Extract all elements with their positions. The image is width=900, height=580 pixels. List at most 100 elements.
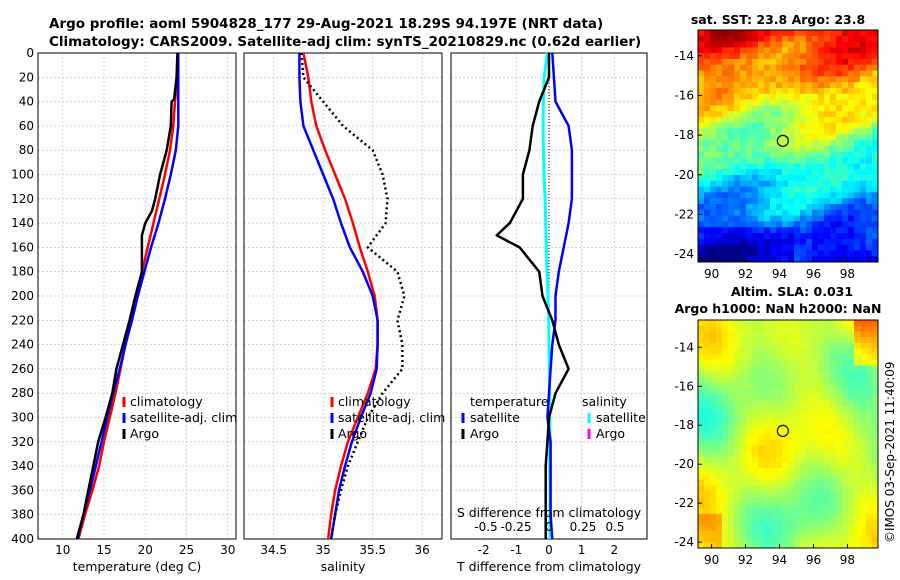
map-cell	[806, 479, 813, 486]
map-cell	[830, 175, 837, 182]
map-cell	[824, 456, 831, 463]
map-cell	[794, 359, 801, 366]
map-cell	[794, 111, 801, 118]
map-cell	[698, 491, 705, 498]
map-cell	[782, 536, 789, 543]
map-cell	[854, 204, 861, 211]
map-cell	[710, 88, 717, 95]
map-cell	[860, 536, 867, 543]
map-cell	[704, 530, 711, 537]
map-cell	[794, 428, 801, 435]
map-cell	[782, 530, 789, 537]
map-cell	[782, 473, 789, 480]
map-cell	[740, 169, 747, 176]
map-cell	[698, 411, 705, 418]
map-cell	[854, 250, 861, 257]
map-cell	[812, 337, 819, 344]
map-cell	[716, 198, 723, 205]
map-cell	[836, 331, 843, 338]
map-cell	[776, 227, 783, 234]
map-cell	[740, 428, 747, 435]
map-cell	[740, 221, 747, 228]
map-cell	[860, 59, 867, 66]
map-cell	[704, 445, 711, 452]
map-cell	[806, 411, 813, 418]
map-cell	[734, 146, 741, 153]
map-cell	[872, 105, 879, 112]
map-cell	[860, 525, 867, 532]
map-cell	[872, 76, 879, 83]
y-tick-label: 300	[11, 411, 34, 425]
map-cell	[812, 186, 819, 193]
map-cell	[752, 256, 759, 263]
map-cell	[788, 354, 795, 361]
map-cell	[842, 163, 849, 170]
map-cell	[764, 325, 771, 332]
map-cell	[806, 47, 813, 54]
map-cell	[830, 140, 837, 147]
map-cell	[854, 186, 861, 193]
map-cell	[860, 434, 867, 441]
map-cell	[818, 428, 825, 435]
map-cell	[764, 117, 771, 124]
lat-tick-label: -20	[674, 168, 694, 182]
map-cell	[752, 439, 759, 446]
map-cell	[704, 140, 711, 147]
map-cell	[854, 434, 861, 441]
map-cell	[728, 502, 735, 509]
map-cell	[770, 337, 777, 344]
map-cell	[830, 428, 837, 435]
map-cell	[740, 215, 747, 222]
map-cell	[800, 536, 807, 543]
map-cell	[740, 445, 747, 452]
map-cell	[830, 233, 837, 240]
map-cell	[872, 238, 879, 245]
map-cell	[800, 163, 807, 170]
map-cell	[818, 198, 825, 205]
map-cell	[782, 451, 789, 458]
map-cell	[776, 416, 783, 423]
map-cell	[758, 479, 765, 486]
map-cell	[812, 365, 819, 372]
map-cell	[758, 35, 765, 42]
map-cell	[770, 192, 777, 199]
map-cell	[704, 422, 711, 429]
map-cell	[758, 180, 765, 187]
map-cell	[740, 365, 747, 372]
map-cell	[800, 496, 807, 503]
map-cell	[770, 163, 777, 170]
map-cell	[752, 169, 759, 176]
map-cell	[716, 88, 723, 95]
map-cell	[722, 151, 729, 158]
map-cell	[818, 99, 825, 106]
map-cell	[728, 88, 735, 95]
map-cell	[848, 439, 855, 446]
map-cell	[794, 468, 801, 475]
map-cell	[788, 209, 795, 216]
map-cell	[698, 530, 705, 537]
map-cell	[824, 88, 831, 95]
map-cell	[830, 41, 837, 48]
map-cell	[842, 422, 849, 429]
map-cell	[842, 30, 849, 37]
map-cell	[842, 99, 849, 106]
map-cell	[740, 473, 747, 480]
map-cell	[770, 354, 777, 361]
map-cell	[746, 186, 753, 193]
map-cell	[734, 491, 741, 498]
map-cell	[776, 105, 783, 112]
map-cell	[860, 256, 867, 263]
map-cell	[848, 405, 855, 412]
map-cell	[848, 215, 855, 222]
map-cell	[866, 175, 873, 182]
map-cell	[764, 35, 771, 42]
map-cell	[776, 354, 783, 361]
map-cell	[722, 146, 729, 153]
map-cell	[740, 354, 747, 361]
map-cell	[800, 508, 807, 515]
map-cell	[734, 416, 741, 423]
map-cell	[872, 416, 879, 423]
map-cell	[842, 146, 849, 153]
map-cell	[782, 140, 789, 147]
map-cell	[716, 221, 723, 228]
